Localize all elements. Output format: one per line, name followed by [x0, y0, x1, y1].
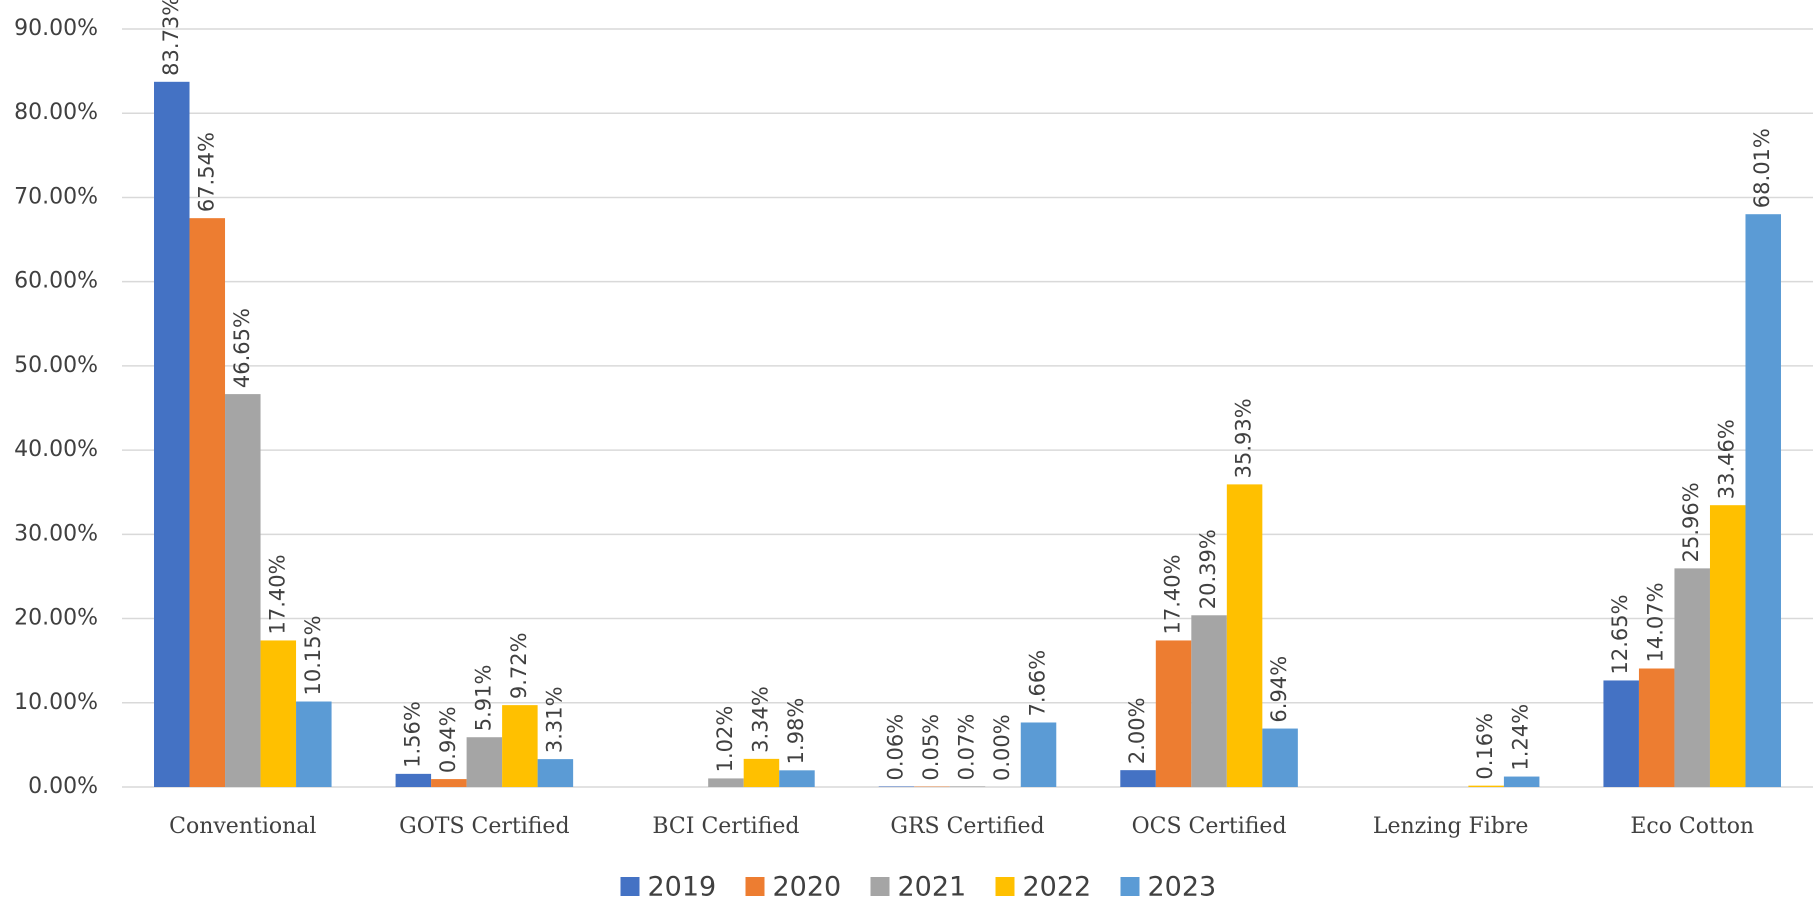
y-tick-label: 90.00% [14, 16, 98, 41]
value-label: 10.15% [301, 615, 325, 695]
bar [1262, 728, 1298, 787]
value-label: 1.24% [1509, 704, 1533, 771]
bar [743, 758, 780, 787]
bar [1745, 214, 1781, 788]
y-tick-label: 80.00% [14, 100, 98, 125]
value-label: 6.94% [1267, 656, 1291, 723]
value-label: 17.40% [265, 554, 289, 634]
x-tick-label: GOTS Certified [399, 814, 569, 839]
bar [1155, 640, 1192, 787]
value-label: 9.72% [507, 632, 531, 699]
bar [189, 218, 226, 788]
bar [779, 770, 815, 787]
value-label: 0.05% [919, 714, 943, 781]
value-label: 3.34% [748, 686, 772, 753]
value-label: 0.07% [955, 714, 979, 781]
value-label: 14.07% [1644, 582, 1668, 662]
bar [1020, 722, 1057, 787]
value-label: 25.96% [1679, 482, 1703, 562]
bar [154, 81, 190, 788]
value-label: 3.31% [542, 686, 566, 753]
bar [225, 394, 261, 787]
value-label: 0.00% [990, 714, 1014, 781]
value-label: 12.65% [1608, 594, 1632, 674]
bar [431, 779, 467, 787]
y-tick-label: 10.00% [14, 690, 98, 715]
bar [502, 705, 538, 787]
legend-label: 2019 [648, 872, 717, 902]
value-label: 33.46% [1715, 419, 1739, 499]
value-label: 35.93% [1232, 398, 1256, 478]
bar [1709, 505, 1746, 787]
value-label: 67.54% [194, 132, 218, 212]
x-tick-label: OCS Certified [1132, 814, 1287, 839]
x-tick-label: Eco Cotton [1630, 814, 1754, 839]
bar [1120, 770, 1156, 787]
value-label: 20.39% [1196, 529, 1220, 609]
y-tick-label: 20.00% [14, 606, 98, 631]
bar [296, 701, 332, 787]
value-label: 0.94% [436, 706, 460, 773]
bar [1226, 484, 1263, 787]
bar [537, 759, 574, 787]
value-label: 1.02% [713, 706, 737, 773]
value-label: 46.65% [230, 308, 254, 388]
legend-label: 2020 [773, 872, 842, 902]
y-tick-label: 70.00% [14, 184, 98, 209]
bar [260, 640, 297, 787]
bar [1191, 615, 1227, 787]
value-label: 1.56% [400, 701, 424, 768]
x-tick-label: Lenzing Fibre [1373, 814, 1529, 839]
bar [708, 778, 744, 787]
legend-swatch [995, 877, 1015, 896]
legend-swatch [745, 877, 765, 896]
y-tick-label: 40.00% [14, 437, 98, 462]
x-tick-label: GRS Certified [890, 814, 1044, 839]
legend-swatch [1120, 877, 1140, 896]
bar [1638, 668, 1675, 787]
legend-swatch [870, 877, 890, 896]
legend-label: 2021 [898, 872, 967, 902]
bar [1468, 785, 1504, 787]
bar [1503, 776, 1540, 787]
legend-label: 2023 [1148, 872, 1217, 902]
value-label: 0.16% [1473, 713, 1497, 780]
value-label: 83.73% [159, 0, 183, 76]
value-label: 2.00% [1125, 697, 1149, 764]
value-label: 7.66% [1026, 650, 1050, 717]
bar [1674, 568, 1710, 787]
x-tick-label: BCI Certified [652, 814, 799, 839]
y-tick-label: 0.00% [28, 774, 98, 799]
bar [949, 786, 986, 787]
y-tick-label: 60.00% [14, 269, 98, 294]
bar [466, 737, 503, 787]
bar [878, 786, 915, 787]
value-label: 17.40% [1161, 554, 1185, 634]
bar [395, 773, 432, 787]
y-tick-label: 30.00% [14, 521, 98, 546]
value-label: 0.06% [883, 714, 907, 781]
legend-swatch [620, 877, 640, 896]
x-tick-label: Conventional [169, 814, 316, 839]
y-tick-label: 50.00% [14, 353, 98, 378]
value-label: 68.01% [1750, 128, 1774, 208]
legend-label: 2022 [1023, 872, 1092, 902]
value-label: 5.91% [471, 665, 495, 732]
bar [1603, 680, 1639, 787]
value-label: 1.98% [784, 698, 808, 765]
